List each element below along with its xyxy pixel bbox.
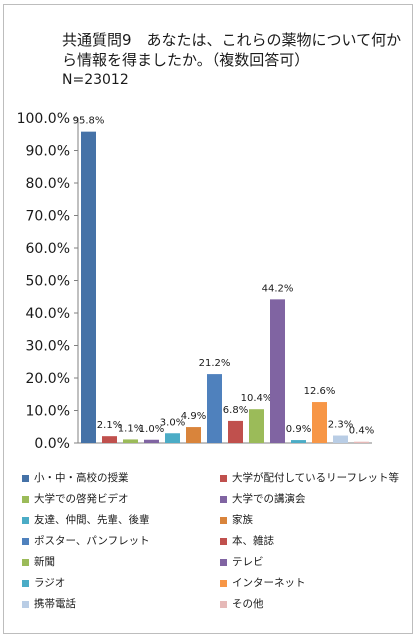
bar-value-label: 21.2% (199, 358, 231, 369)
legend-swatch (220, 600, 227, 608)
legend-item: テレビ (220, 554, 264, 569)
legend-label: ポスター、パンフレット (34, 535, 150, 547)
y-tick-label: 0.0% (34, 436, 70, 452)
legend-item: ラジオ (22, 575, 65, 590)
legend-swatch (22, 558, 29, 566)
bar-value-label: 2.1% (97, 420, 122, 431)
bar-value-label: 10.4% (241, 393, 273, 404)
legend-label: テレビ (232, 556, 264, 568)
y-tick-label: 20.0% (26, 371, 70, 387)
chart-frame (3, 4, 413, 634)
legend-label: 大学での啓発ビデオ (34, 493, 129, 505)
legend-item: 大学での啓発ビデオ (22, 491, 129, 506)
legend-swatch (22, 579, 29, 587)
y-tick-label: 50.0% (26, 274, 70, 290)
bar (312, 402, 327, 443)
legend-swatch (220, 474, 227, 482)
legend-label: 本、雑誌 (232, 535, 274, 547)
bar (123, 439, 138, 443)
bar-value-label: 2.3% (328, 420, 353, 431)
y-tick-label: 90.0% (26, 144, 70, 160)
legend-swatch (22, 516, 29, 524)
bar (354, 441, 369, 443)
legend-item: ポスター、パンフレット (22, 533, 150, 548)
legend-item: 本、雑誌 (220, 533, 274, 548)
legend-item: インターネット (220, 575, 306, 590)
bar-value-label: 95.8% (73, 116, 105, 127)
legend-swatch (22, 474, 29, 482)
legend-swatch (220, 516, 227, 524)
bar-value-label: 6.8% (223, 405, 248, 416)
bar (207, 374, 222, 443)
bar-value-label: 1.1% (118, 423, 143, 434)
bar (81, 131, 96, 443)
chart-subtitle: N=23012 (62, 72, 129, 88)
bar (270, 299, 285, 443)
bar-value-label: 1.0% (139, 424, 164, 435)
bar-value-label: 44.2% (262, 283, 294, 294)
legend-item: 携帯電話 (22, 596, 76, 611)
legend-item: 新聞 (22, 554, 55, 569)
y-tick-label: 60.0% (26, 241, 70, 257)
chart-title: 共通質問9 あなたは、これらの薬物について何から情報を得ましたか。（複数回答可） (62, 31, 402, 69)
y-tick-label: 30.0% (26, 339, 70, 355)
legend-swatch (220, 579, 227, 587)
legend-item: 大学での講演会 (220, 491, 306, 506)
bar (333, 435, 348, 443)
bar (144, 439, 159, 443)
legend-item: 家族 (220, 512, 253, 527)
legend-label: 大学が配付しているリーフレット等 (232, 472, 400, 484)
bar-value-label: 3.0% (160, 417, 185, 428)
legend-swatch (220, 495, 227, 503)
legend-label: 新聞 (34, 556, 55, 568)
legend-label: 家族 (232, 514, 253, 526)
bar-value-label: 0.9% (286, 424, 311, 435)
legend-label: インターネット (232, 577, 306, 589)
legend-item: 小・中・高校の授業 (22, 470, 129, 485)
legend-label: 携帯電話 (34, 598, 76, 610)
bar (249, 409, 264, 443)
bar-value-label: 4.9% (181, 411, 206, 422)
bar (291, 440, 306, 443)
y-tick-label: 70.0% (26, 209, 70, 225)
bar (186, 427, 201, 443)
legend-swatch (22, 537, 29, 545)
legend-swatch (22, 495, 29, 503)
legend-swatch (220, 558, 227, 566)
y-tick-label: 100.0% (17, 111, 70, 127)
legend-swatch (22, 600, 29, 608)
y-tick-label: 10.0% (26, 404, 70, 420)
legend-label: 大学での講演会 (232, 493, 306, 505)
legend-item: 友達、仲間、先輩、後輩 (22, 512, 150, 527)
y-tick-label: 80.0% (26, 176, 70, 192)
bar-value-label: 12.6% (304, 386, 336, 397)
y-tick-label: 40.0% (26, 306, 70, 322)
bar-value-label: 0.4% (349, 426, 374, 437)
legend-item: その他 (220, 596, 264, 611)
legend-label: 小・中・高校の授業 (34, 472, 129, 484)
legend-swatch (220, 537, 227, 545)
legend-item: 大学が配付しているリーフレット等 (220, 470, 399, 485)
bar (165, 433, 180, 443)
legend-label: その他 (232, 598, 264, 610)
legend-label: 友達、仲間、先輩、後輩 (34, 514, 150, 526)
bar (228, 420, 243, 443)
legend-label: ラジオ (34, 577, 66, 589)
bar (102, 436, 117, 443)
